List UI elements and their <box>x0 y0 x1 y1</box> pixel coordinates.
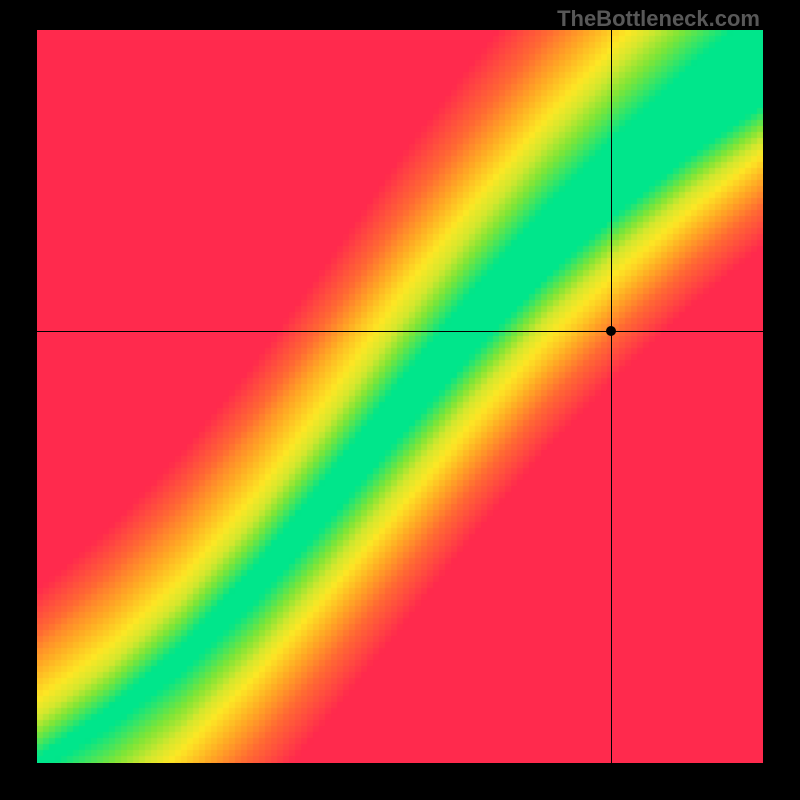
heatmap-canvas <box>37 30 763 763</box>
watermark-text: TheBottleneck.com <box>557 6 760 32</box>
crosshair-horizontal <box>37 331 763 332</box>
crosshair-marker <box>606 326 616 336</box>
bottleneck-chart-container: TheBottleneck.com <box>0 0 800 800</box>
crosshair-vertical <box>611 30 612 763</box>
